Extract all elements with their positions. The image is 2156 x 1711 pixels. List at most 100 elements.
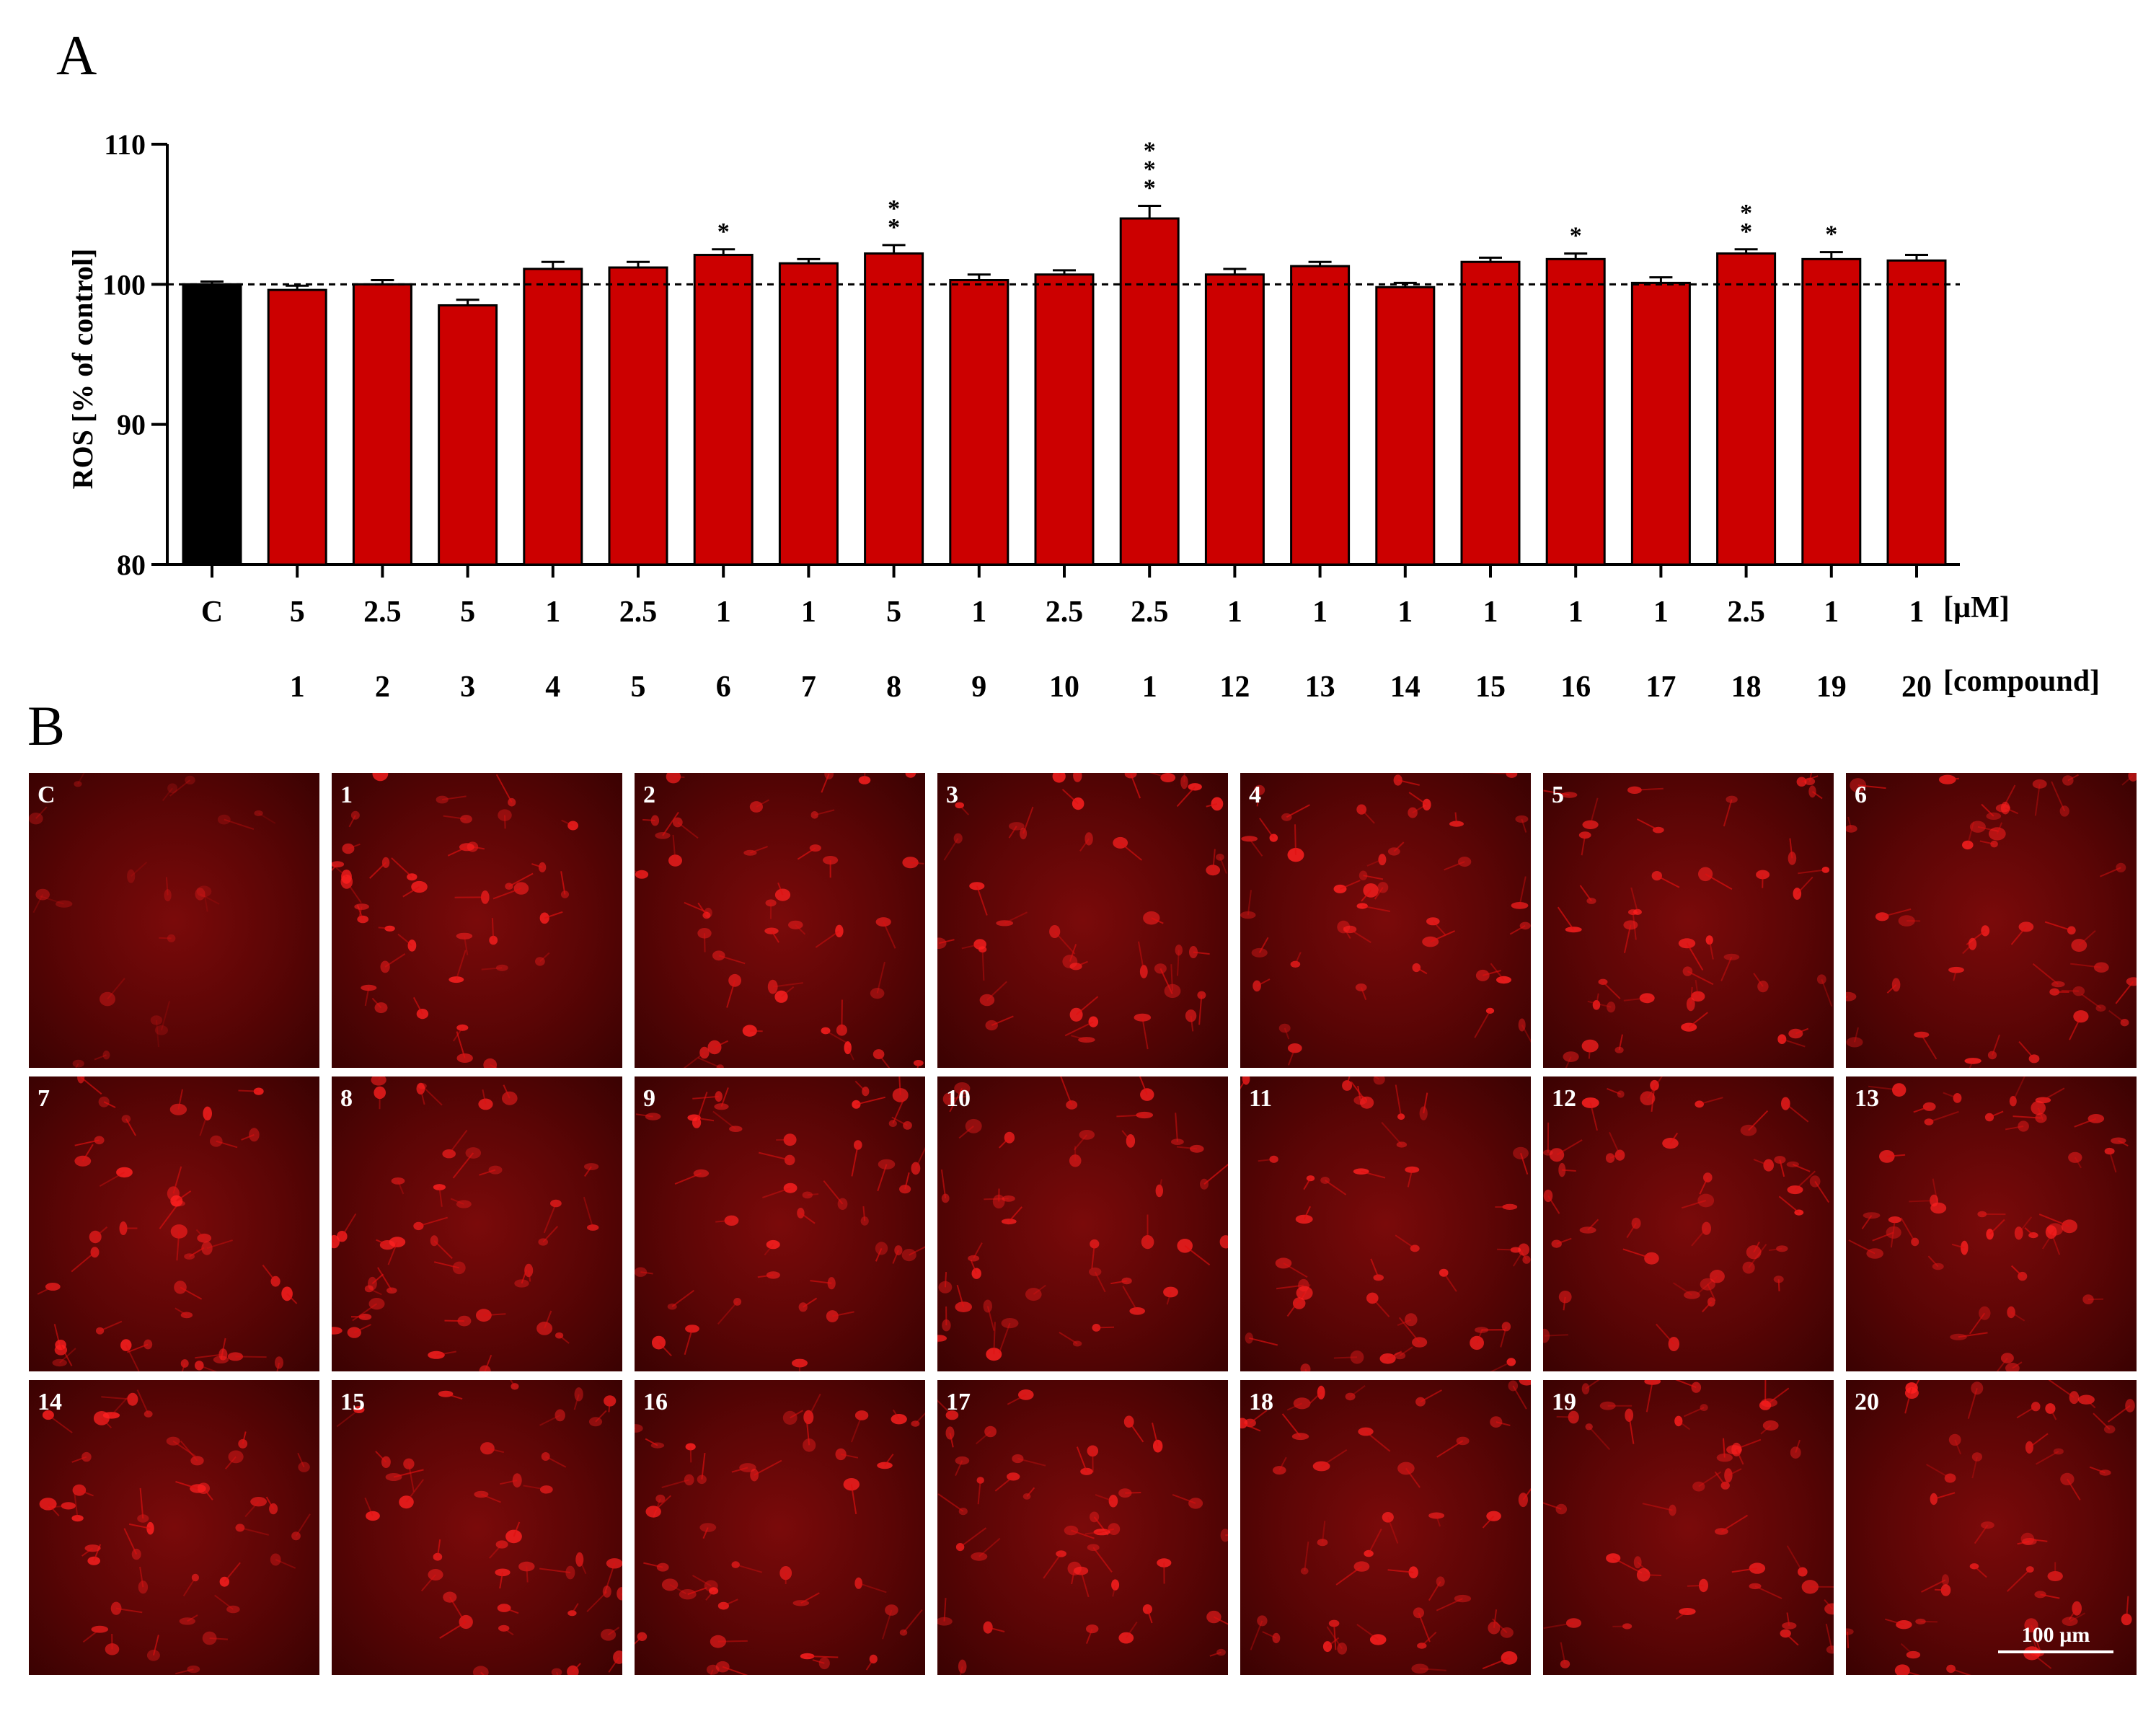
micrograph-label: 13 [1855, 1085, 1879, 1112]
concentration-label: 5 [290, 596, 305, 629]
scale-bar: 100 µm [1998, 1623, 2113, 1653]
compound-label: 5 [631, 671, 646, 704]
cell-image [1846, 1380, 2135, 1675]
significance-star: * [1144, 138, 1156, 164]
micrograph-label: 7 [37, 1085, 50, 1112]
significance-star: * [717, 218, 730, 245]
micrograph-label: 1 [340, 782, 353, 808]
significance-star: * [888, 195, 900, 222]
scale-bar-label: 100 µm [2021, 1623, 2090, 1647]
compound-label: 16 [1560, 671, 1591, 704]
significance-star: * [1144, 156, 1156, 183]
micrograph-label: 10 [946, 1085, 971, 1112]
compound-label: 12 [1219, 671, 1250, 704]
significance-star: * [1740, 218, 1752, 245]
cell-image [1848, 1076, 2129, 1371]
y-tick-label: 90 [117, 409, 146, 441]
micrograph-tile: 12 [1543, 1076, 1834, 1371]
bar [1290, 265, 1351, 566]
micrograph-label: 9 [643, 1085, 655, 1112]
bar [1886, 259, 1947, 566]
y-axis-label: ROS [% of control] [66, 249, 99, 490]
micrograph-tile: 9 [635, 1076, 925, 1371]
compound-label: 19 [1816, 671, 1847, 704]
micrograph-tile: 18 [1240, 1380, 1531, 1675]
micrograph-tile: 19 [1543, 1380, 1834, 1675]
concentration-label: 5 [460, 596, 475, 629]
cell-image [937, 1076, 1228, 1361]
compound-label: 20 [1901, 671, 1932, 704]
micrograph-tile: 7 [29, 1076, 319, 1371]
y-tick-label: 100 [102, 268, 146, 301]
cell-image [937, 773, 1227, 1050]
compound-unit-label: [compound] [1943, 665, 2100, 698]
concentration-label: 1 [801, 596, 816, 629]
compound-label: 13 [1305, 671, 1335, 704]
cell-image [1543, 1076, 1830, 1351]
concentration-label: 1 [545, 596, 560, 629]
micrograph-tile: 1 [332, 773, 622, 1068]
bar [1204, 273, 1265, 566]
micrograph-label: 20 [1855, 1389, 1879, 1415]
micrograph-label: 4 [1249, 782, 1261, 808]
cell-image [635, 1076, 925, 1371]
micrograph-label: 2 [643, 782, 655, 808]
cell-image [1240, 1076, 1531, 1371]
micrograph-tile: 5 [1543, 773, 1834, 1068]
cell-image [39, 1389, 311, 1675]
micrograph-tile: 14 [29, 1380, 319, 1675]
compound-label: 1 [290, 671, 305, 704]
bar [352, 283, 412, 566]
micrograph-tile: 20 100 µm [1846, 1380, 2137, 1675]
concentration-label: 2.5 [1727, 596, 1765, 629]
bar [1545, 257, 1606, 566]
compound-label: 3 [460, 671, 475, 704]
bar [523, 268, 583, 566]
micrograph-label: 14 [37, 1389, 62, 1415]
concentration-label: 1 [716, 596, 731, 629]
y-tick-label: 110 [104, 128, 146, 161]
scale-bar-line [1998, 1650, 2113, 1653]
significance-star: * [1144, 175, 1156, 202]
concentration-label: 2.5 [1046, 596, 1084, 629]
micrograph-label: 8 [340, 1085, 353, 1112]
bar [693, 254, 754, 566]
concentration-label: 1 [1824, 596, 1839, 629]
bar [1716, 252, 1777, 566]
significance-star: * [888, 214, 900, 241]
y-tick-label: 80 [117, 549, 146, 581]
concentration-label: 1 [1227, 596, 1242, 629]
concentration-label: 1 [1568, 596, 1583, 629]
bar [949, 279, 1009, 566]
micrograph-tile: 13 [1846, 1076, 2137, 1371]
compound-label: 6 [716, 671, 731, 704]
compound-label: 14 [1390, 671, 1421, 704]
micrograph-tile: 6 [1846, 773, 2137, 1068]
bar [1801, 257, 1862, 566]
concentration-label: 1 [971, 596, 986, 629]
concentration-label: 2.5 [1131, 596, 1169, 629]
bar [267, 288, 327, 566]
bar [608, 266, 668, 566]
micrograph-tile: 16 [635, 1380, 925, 1675]
panel-a-label: A [56, 24, 97, 87]
micrograph-tile: 2 [635, 773, 925, 1068]
bar [438, 304, 498, 566]
micrograph-tile: 4 [1240, 773, 1531, 1068]
micrograph-label: 5 [1552, 782, 1564, 808]
bar [864, 252, 924, 566]
significance-star: * [1570, 223, 1582, 249]
compound-label: 15 [1475, 671, 1506, 704]
concentration-label: 1 [1653, 596, 1669, 629]
cell-image [1240, 1380, 1531, 1674]
concentration-label: 1 [1909, 596, 1925, 629]
significance-star: * [1825, 221, 1837, 248]
cell-image [1240, 773, 1531, 1066]
micrograph-tile: 17 [937, 1380, 1228, 1675]
compound-label: 1 [1142, 671, 1157, 704]
cell-image [937, 1389, 1228, 1675]
cell-image [37, 1076, 298, 1371]
micrograph-tile: 3 [937, 773, 1228, 1068]
micrograph-label: 16 [643, 1389, 668, 1415]
